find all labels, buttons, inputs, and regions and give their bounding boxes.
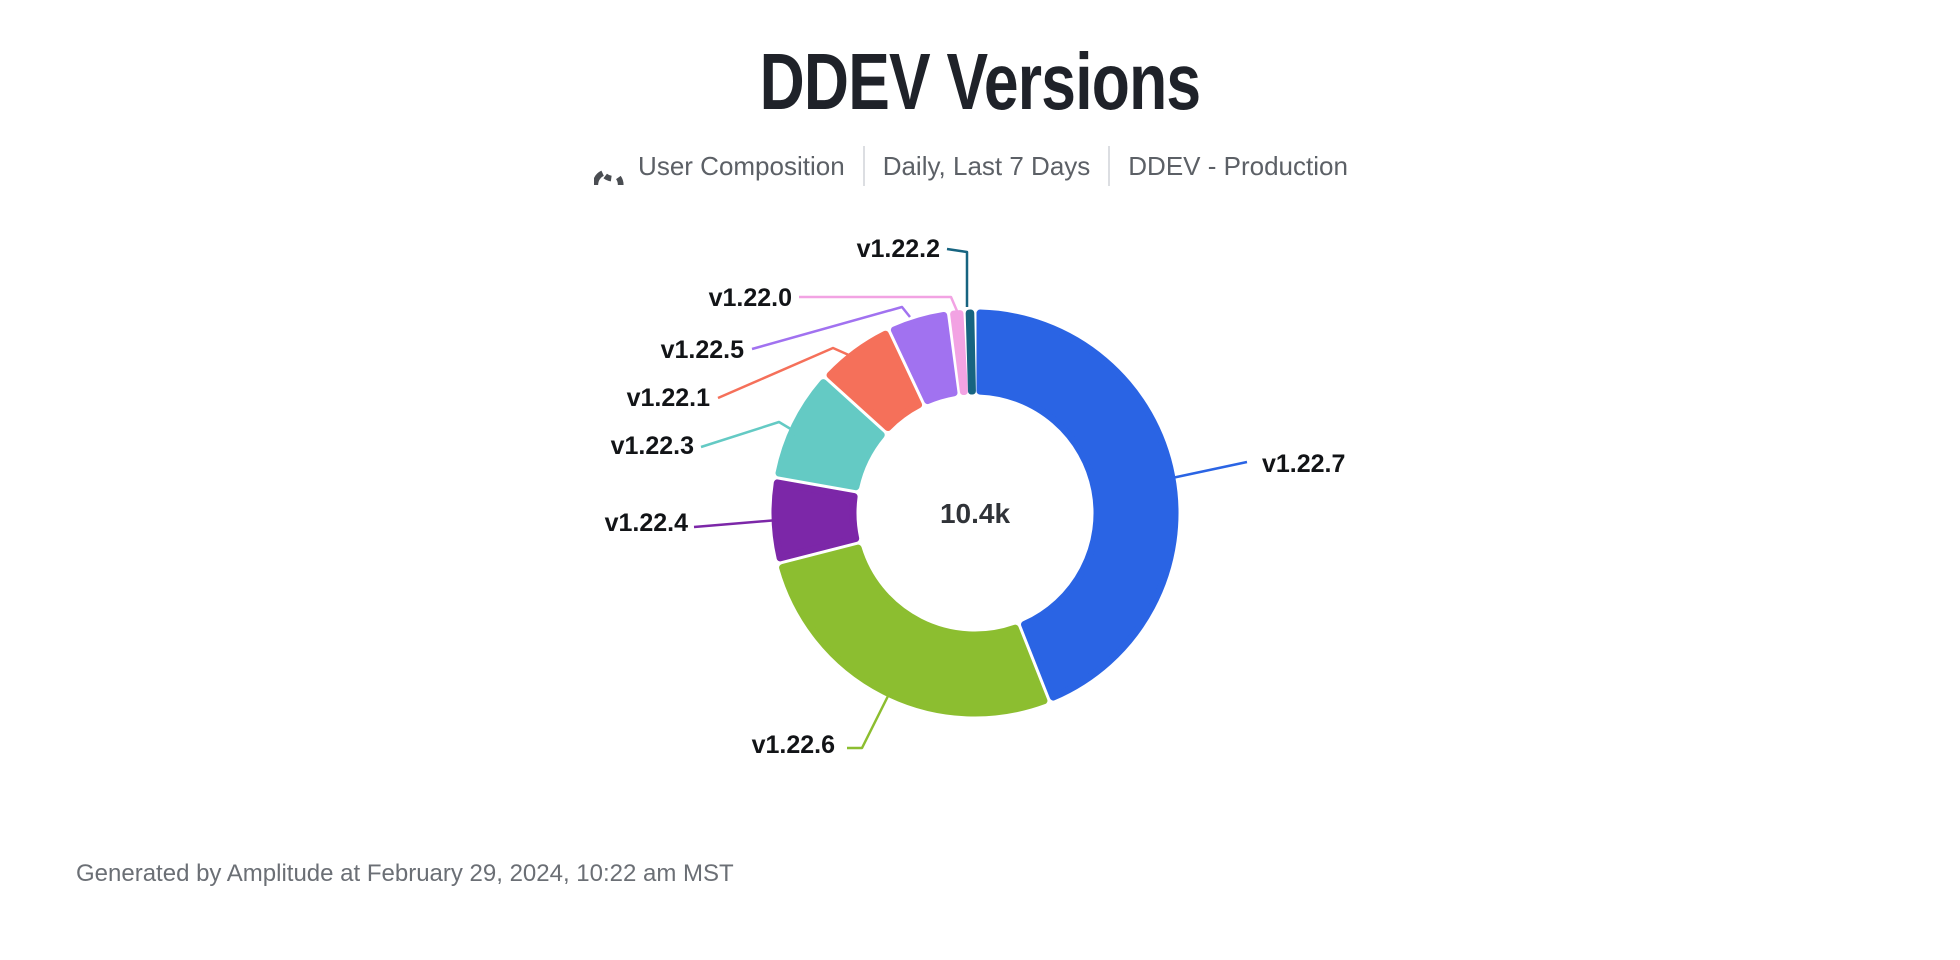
leader-line-v1.22.4	[693, 518, 779, 529]
leader-line-v1.22.5	[751, 305, 911, 351]
slice-label-v1.22.7: v1.22.7	[1262, 450, 1345, 478]
slice-label-v1.22.2: v1.22.2	[857, 235, 940, 263]
donut-slice-v1.22.4[interactable]	[771, 479, 860, 562]
chart-subtitle: User Composition Daily, Last 7 Days DDEV…	[0, 146, 1960, 186]
donut-slice-v1.22.2[interactable]	[965, 309, 976, 395]
leader-line-v1.22.6	[847, 695, 890, 750]
center-total-value: 10.4k	[940, 498, 1010, 529]
donut-slice-v1.22.1[interactable]	[826, 330, 923, 432]
slice-label-v1.22.1: v1.22.1	[627, 384, 711, 412]
subtitle-project: DDEV - Production	[1128, 150, 1348, 181]
leader-line-v1.22.3	[700, 420, 795, 449]
leader-line-v1.22.1	[717, 346, 852, 400]
slice-label-v1.22.3: v1.22.3	[611, 432, 694, 460]
donut-slice-v1.22.0[interactable]	[950, 310, 968, 396]
donut-slice-v1.22.7[interactable]	[976, 309, 1179, 701]
slice-label-v1.22.6: v1.22.6	[752, 731, 835, 759]
footer-attribution: Generated by Amplitude at February 29, 2…	[76, 860, 734, 887]
leader-line-v1.22.0	[799, 295, 959, 312]
slice-label-v1.22.4: v1.22.4	[605, 509, 689, 537]
slice-label-v1.22.0: v1.22.0	[709, 284, 792, 312]
donut-chart-icon	[594, 170, 624, 185]
page-title: DDEV Versions	[759, 37, 1201, 126]
donut-slice-v1.22.6[interactable]	[779, 544, 1048, 717]
subtitle-chart-type: User Composition	[638, 150, 845, 181]
leader-line-v1.22.7	[1171, 460, 1248, 480]
slice-label-v1.22.5: v1.22.5	[661, 336, 745, 364]
subtitle-divider	[1108, 146, 1111, 186]
subtitle-date-range: Daily, Last 7 Days	[882, 150, 1091, 181]
donut-slice-v1.22.5[interactable]	[890, 311, 958, 405]
donut-slice-v1.22.3[interactable]	[775, 379, 885, 491]
subtitle-divider	[862, 146, 865, 186]
leader-line-v1.22.2	[946, 247, 969, 307]
